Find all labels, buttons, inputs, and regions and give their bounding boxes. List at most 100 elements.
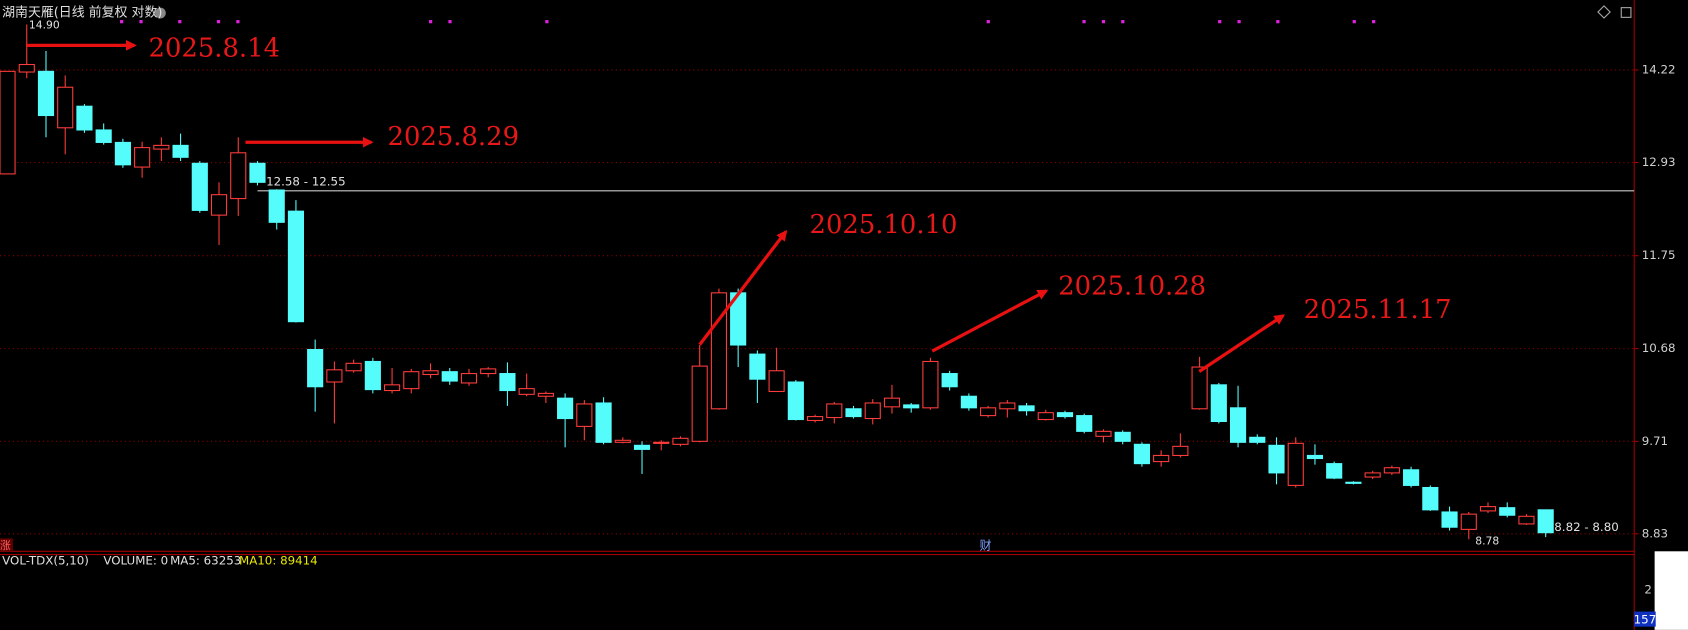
candle-body (1114, 431, 1131, 442)
y-tick-label: 11.75 (1642, 248, 1676, 262)
annotation: 2025.8.29 (388, 122, 519, 152)
candle-body (326, 369, 343, 383)
marker: 财 (980, 538, 992, 552)
event-dot (120, 20, 124, 24)
candle-body (826, 403, 843, 419)
candle-body (1018, 405, 1035, 412)
candle-body (1268, 444, 1285, 474)
y-tick-label: 10.68 (1642, 341, 1676, 355)
candle-body (287, 210, 305, 323)
candle-body (1133, 443, 1150, 465)
candle-body (633, 444, 651, 450)
candle-body (268, 189, 285, 223)
candle-body (114, 141, 131, 166)
candle-body (345, 362, 362, 372)
y-tick-label: 12.93 (1642, 155, 1676, 169)
candle-body (1403, 469, 1420, 486)
range-label: 12.58 - 12.55 (266, 175, 346, 189)
candle-body (864, 402, 881, 420)
marker: 涨 (0, 539, 11, 552)
annotation-arrow (931, 289, 1049, 353)
candle-body (845, 408, 862, 418)
marker-box (0, 538, 13, 552)
candle-body (1056, 412, 1074, 418)
high-label: 14.90 (29, 19, 60, 32)
event-dot (545, 20, 549, 24)
candle-body (1306, 454, 1324, 460)
event-dot (1372, 20, 1376, 24)
candle-body (1210, 384, 1227, 423)
candle-body (960, 395, 977, 409)
vol-ma5: MA5: 63253 (170, 553, 241, 567)
candle-body (922, 360, 939, 409)
candle-body (1287, 442, 1304, 486)
candle-body (787, 381, 804, 421)
candle-body (18, 63, 35, 73)
annotation: 2025.10.10 (810, 210, 958, 240)
candle-body (1037, 412, 1054, 421)
tool-panel[interactable] (1654, 551, 1688, 630)
event-dot (1121, 20, 1125, 24)
annotation-arrow (1198, 314, 1286, 373)
vol-ma10: MA10: 89414 (239, 553, 318, 567)
event-dot (448, 20, 452, 24)
candle-body (903, 404, 920, 409)
event-dot (1276, 20, 1280, 24)
candle-body (249, 162, 266, 183)
candle-body (1479, 506, 1497, 512)
candle-body (499, 373, 516, 392)
candle-body (980, 407, 997, 417)
event-dot (1218, 20, 1222, 24)
candle-body (1422, 486, 1439, 511)
vol-title: VOL-TDX(5,10) (2, 553, 89, 567)
event-dot (216, 20, 221, 24)
candle-body (1229, 407, 1247, 443)
event-dot (428, 20, 433, 24)
candle-body (691, 365, 708, 442)
candle-body (230, 152, 247, 200)
event-dot (139, 20, 143, 24)
event-dot (1237, 20, 1241, 24)
annotation: 2025.11.17 (1304, 295, 1452, 325)
y-tick-label: 8.83 (1642, 526, 1668, 540)
candle-body (422, 370, 439, 376)
candle-body (76, 105, 93, 131)
candle-body (1326, 463, 1343, 479)
event-dot (1352, 20, 1356, 24)
candle-body (941, 373, 958, 388)
event-dot (1101, 20, 1106, 24)
candle-body (153, 144, 170, 150)
candle-body (1095, 430, 1112, 437)
candle-body (172, 144, 189, 158)
icon[interactable] (1620, 7, 1632, 18)
candle-body (537, 392, 554, 397)
candle-body (95, 129, 112, 143)
vol-value: VOLUME: 0 (103, 553, 168, 567)
y-tick-label: 9.71 (1642, 434, 1668, 448)
candle-body (480, 368, 497, 375)
low-label: 8.78 (1475, 534, 1499, 547)
candle-body (364, 360, 381, 391)
candle-body (576, 403, 593, 427)
candle-body (37, 70, 55, 117)
dropdown-icon[interactable] (155, 7, 166, 19)
candle-body (768, 370, 785, 393)
candle-body (653, 441, 670, 444)
candle-body (307, 349, 324, 388)
candle-body (1499, 507, 1516, 516)
y-tick-label: 14.22 (1642, 62, 1676, 76)
candle-body (1518, 515, 1535, 525)
candle-body (134, 147, 151, 168)
event-dot (178, 20, 182, 24)
candle-body (1153, 454, 1170, 463)
candle-body (518, 388, 535, 395)
candle-body (0, 70, 16, 175)
candle-body (1172, 445, 1189, 456)
icon[interactable] (1597, 5, 1611, 19)
candle-body (191, 162, 208, 211)
chart-title: 湖南天雁(日线 前复权 对数) (2, 5, 162, 21)
vol-axis-label: 157 (1634, 613, 1657, 627)
candle-body (806, 416, 824, 422)
